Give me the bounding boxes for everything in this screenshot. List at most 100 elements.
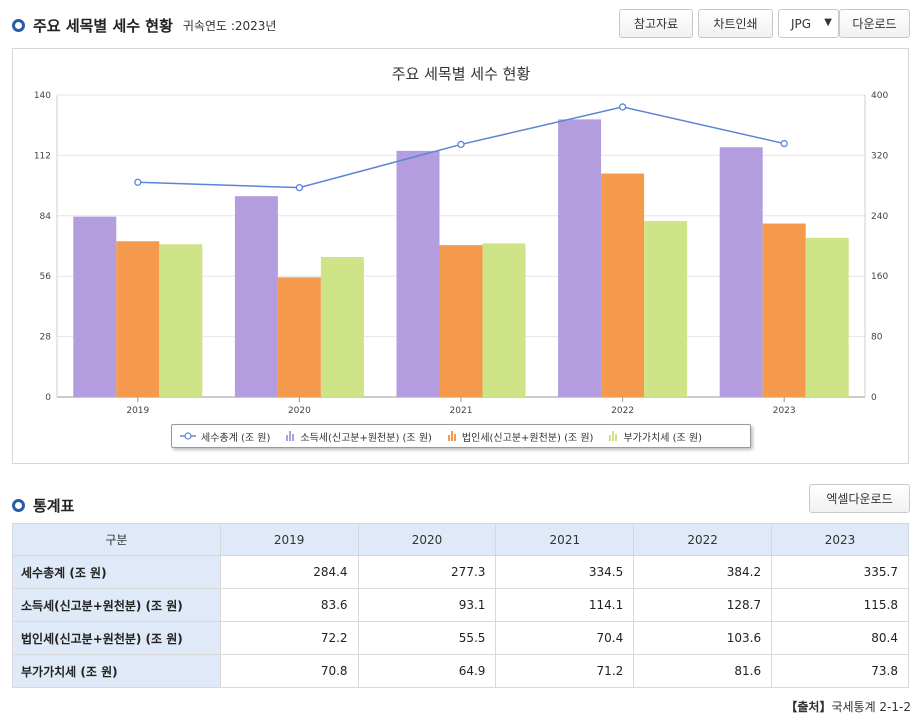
chart-section-header: 주요 세목별 세수 현황 귀속연도 :2023년 [12, 15, 276, 36]
chart-title: 주요 세목별 세수 현황 [392, 65, 531, 83]
table-cell: 70.8 [219, 654, 359, 688]
y-axis-tick-label: 112 [34, 151, 51, 161]
line-point [134, 178, 142, 186]
line-point [457, 140, 465, 149]
table-cell: 70.4 [495, 621, 635, 655]
excel-download-button[interactable]: 엑셀다운로드 [809, 484, 910, 513]
x-axis-tick-label: 2021 [450, 406, 473, 416]
x-axis-tick-label: 2023 [773, 406, 796, 416]
table-cell: 81.6 [633, 654, 773, 688]
line-point [295, 183, 304, 192]
table-cell: 64.9 [357, 654, 497, 688]
download-button[interactable]: 다운로드 [839, 9, 910, 38]
y2-axis-tick-label: 160 [871, 272, 888, 282]
table-cell: 103.6 [633, 621, 773, 655]
legend-label: 세수총계 (조 원) [201, 432, 271, 444]
row-header: 세수총계 (조 원) [12, 555, 221, 589]
reference-button[interactable]: 참고자료 [619, 9, 693, 38]
chart-container: 주요 세목별 세수 현황 0 28 56 84 112 140 0 80 160 240 320 400… [12, 48, 909, 464]
table-header-row: 구분 2019 2020 2021 2022 2023 [12, 523, 909, 556]
legend-label: 부가가치세 (조 원) [623, 432, 703, 444]
y-axis-tick-label: 140 [34, 91, 51, 101]
source-text: 국세통계 2-1-2 [831, 700, 911, 714]
section-bullet-icon [12, 19, 25, 32]
legend-bar-icon [609, 431, 618, 441]
stats-section-header: 통계표 [12, 495, 74, 516]
legend-label: 소득세(신고분+원천분) (조 원) [300, 432, 432, 444]
table-row: 소득세(신고분+원천분) (조 원) 83.6 93.1 114.1 128.7… [12, 588, 909, 622]
table-cell: 73.8 [771, 654, 909, 688]
table-cell: 384.2 [633, 555, 773, 589]
bar [277, 277, 321, 397]
line-point [618, 103, 627, 111]
x-axis-tick-label: 2022 [611, 406, 634, 416]
table-cell: 93.1 [357, 588, 497, 622]
bar [601, 173, 645, 397]
x-axis-tick-label: 2019 [126, 406, 149, 416]
table-corner-header: 구분 [12, 523, 221, 556]
column-header: 2019 [219, 523, 359, 556]
bar [159, 244, 203, 397]
table-cell: 71.2 [495, 654, 635, 688]
table-cell: 83.6 [219, 588, 359, 622]
table-cell: 55.5 [357, 621, 497, 655]
table-cell: 114.1 [495, 588, 635, 622]
table-row: 세수총계 (조 원) 284.4 277.3 334.5 384.2 335.7 [12, 555, 909, 589]
chart-print-button[interactable]: 차트인쇄 [698, 9, 773, 38]
bar [396, 150, 440, 397]
bar [116, 241, 160, 397]
bar [320, 257, 364, 397]
legend-item-corporate-tax[interactable]: 법인세(신고분+원천분) (조 원) [447, 429, 594, 444]
table-cell: 128.7 [633, 588, 773, 622]
y2-axis-tick-label: 320 [871, 151, 888, 161]
row-header: 소득세(신고분+원천분) (조 원) [12, 588, 221, 622]
section-subtitle: 귀속연도 :2023년 [182, 19, 277, 33]
legend-line-icon [180, 432, 196, 440]
stats-table: 구분 2019 2020 2021 2022 2023 세수총계 (조 원) 2… [12, 523, 909, 688]
table-cell: 335.7 [771, 555, 909, 589]
table-cell: 334.5 [495, 555, 635, 589]
bar [73, 216, 117, 397]
y2-axis-tick-label: 0 [871, 393, 877, 403]
bar [644, 220, 688, 397]
format-select-value: JPG [791, 16, 812, 31]
bar [558, 119, 602, 397]
bar [439, 245, 483, 397]
legend-label: 법인세(신고분+원천분) (조 원) [461, 432, 594, 444]
table-cell: 80.4 [771, 621, 909, 655]
stats-title: 통계표 [33, 497, 75, 515]
y-axis-tick-label: 56 [40, 272, 52, 282]
bar [719, 147, 763, 397]
source-prefix: 【출처】 [785, 700, 832, 714]
legend-item-total[interactable]: 세수총계 (조 원) [180, 429, 270, 444]
y-axis-tick-label: 0 [45, 393, 51, 403]
table-cell: 277.3 [357, 555, 497, 589]
chevron-down-icon: ▼ [824, 17, 832, 28]
line-point [780, 139, 788, 148]
column-header: 2020 [357, 523, 497, 556]
legend-item-income-tax[interactable]: 소득세(신고분+원천분) (조 원) [286, 429, 432, 444]
legend-item-vat[interactable]: 부가가치세 (조 원) [609, 429, 702, 444]
table-cell: 284.4 [219, 555, 359, 589]
table-row: 부가가치세 (조 원) 70.8 64.9 71.2 81.6 73.8 [12, 654, 909, 688]
table-cell: 115.8 [771, 588, 909, 622]
row-header: 법인세(신고분+원천분) (조 원) [12, 621, 221, 655]
chart-svg: 주요 세목별 세수 현황 0 28 56 84 112 140 0 80 160 240 320 400… [34, 65, 889, 416]
y2-axis-tick-label: 240 [871, 212, 888, 222]
bar [762, 223, 806, 397]
x-axis-tick-label: 2020 [288, 406, 311, 416]
chart-legend: 세수총계 (조 원) 소득세(신고분+원천분) (조 원) 법인세(신고분+원천… [171, 424, 751, 448]
legend-bar-icon [286, 431, 295, 441]
row-header: 부가가치세 (조 원) [12, 654, 221, 688]
section-title: 주요 세목별 세수 현황 [33, 17, 173, 35]
y-axis-tick-label: 28 [40, 333, 52, 343]
legend-bar-icon [447, 431, 456, 441]
table-cell: 72.2 [219, 621, 359, 655]
format-select[interactable]: JPG ▼ [778, 9, 839, 38]
section-bullet-icon [12, 499, 25, 512]
bar [805, 237, 849, 397]
y-axis-tick-label: 84 [40, 212, 52, 222]
column-header: 2023 [771, 523, 909, 556]
bar [234, 196, 278, 397]
y2-axis-tick-label: 400 [871, 91, 888, 101]
